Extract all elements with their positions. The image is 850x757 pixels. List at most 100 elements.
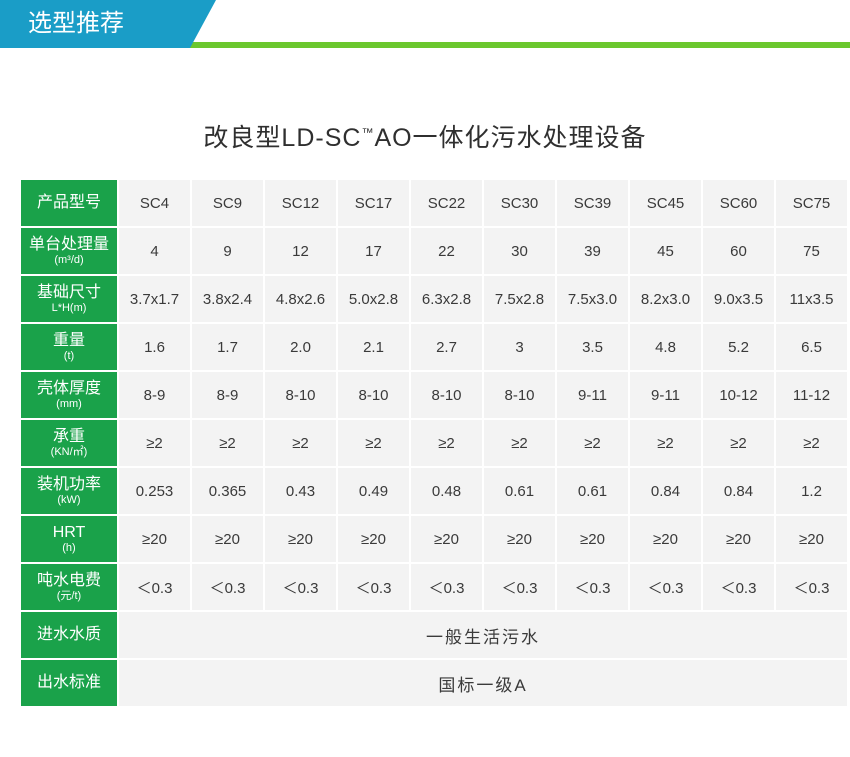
section-banner: 选型推荐 (0, 0, 850, 52)
table-cell: SC9 (192, 180, 263, 226)
table-cell: 0.61 (484, 468, 555, 514)
table-cell: ≥20 (192, 516, 263, 562)
row-header-main: 装机功率 (37, 476, 101, 493)
table-cell: ＜0.3 (265, 564, 336, 610)
table-row: 单台处理量(m³/d)491217223039456075 (21, 228, 847, 274)
table-cell: 6.5 (776, 324, 847, 370)
table-row: 壳体厚度(mm)8-98-98-108-108-108-109-119-1110… (21, 372, 847, 418)
table-cell: 9.0x3.5 (703, 276, 774, 322)
row-header-main: 重量 (53, 332, 85, 349)
table-cell: 0.61 (557, 468, 628, 514)
table-cell: 9-11 (557, 372, 628, 418)
table-cell: ＜0.3 (703, 564, 774, 610)
table-cell: 5.2 (703, 324, 774, 370)
table-cell: SC45 (630, 180, 701, 226)
table-cell: 2.7 (411, 324, 482, 370)
row-header-sub: (t) (21, 350, 117, 362)
table-cell: 4.8x2.6 (265, 276, 336, 322)
row-header-main: 单台处理量 (29, 236, 109, 253)
title-tm: ™ (361, 126, 374, 140)
table-cell: 30 (484, 228, 555, 274)
table-cell: ≥2 (119, 420, 190, 466)
table-cell: 0.84 (703, 468, 774, 514)
row-header: 吨水电费(元/t) (21, 564, 117, 610)
table-row: 重量(t)1.61.72.02.12.733.54.85.26.5 (21, 324, 847, 370)
table-cell: 5.0x2.8 (338, 276, 409, 322)
row-header-main: 进水水质 (37, 626, 101, 643)
row-header: 出水标准 (21, 660, 117, 706)
table-cell: 1.2 (776, 468, 847, 514)
banner-label: 选型推荐 (28, 10, 124, 37)
table-cell-merged: 一般生活污水 (119, 612, 847, 658)
row-header: 装机功率(kW) (21, 468, 117, 514)
spec-sheet: 改良型LD-SC™AO一体化污水处理设备 产品型号SC4SC9SC12SC17S… (19, 100, 831, 708)
table-cell: 8-10 (265, 372, 336, 418)
table-cell: 75 (776, 228, 847, 274)
table-cell: ＜0.3 (192, 564, 263, 610)
row-header: 单台处理量(m³/d) (21, 228, 117, 274)
table-cell: 1.6 (119, 324, 190, 370)
table-cell: 0.49 (338, 468, 409, 514)
row-header-main: HRT (53, 524, 86, 541)
table-cell: 12 (265, 228, 336, 274)
table-cell: ≥20 (265, 516, 336, 562)
table-cell: 8-9 (119, 372, 190, 418)
table-row: 基础尺寸L*H(m)3.7x1.73.8x2.44.8x2.65.0x2.86.… (21, 276, 847, 322)
table-cell: 10-12 (703, 372, 774, 418)
table-cell: ＜0.3 (776, 564, 847, 610)
table-cell: 4 (119, 228, 190, 274)
table-cell: 8-10 (411, 372, 482, 418)
row-header-sub: (m³/d) (21, 254, 117, 266)
table-cell: SC30 (484, 180, 555, 226)
table-cell: ≥20 (557, 516, 628, 562)
table-cell: 8.2x3.0 (630, 276, 701, 322)
table-cell: 17 (338, 228, 409, 274)
table-cell: ≥2 (557, 420, 628, 466)
table-cell: 22 (411, 228, 482, 274)
table-cell: ≥2 (192, 420, 263, 466)
row-header: 承重(KN/㎡) (21, 420, 117, 466)
table-cell: 8-9 (192, 372, 263, 418)
table-cell: 3 (484, 324, 555, 370)
table-cell: ≥2 (265, 420, 336, 466)
table-row: HRT(h)≥20≥20≥20≥20≥20≥20≥20≥20≥20≥20 (21, 516, 847, 562)
table-cell: 0.43 (265, 468, 336, 514)
table-cell: ≥20 (484, 516, 555, 562)
table-cell: 11-12 (776, 372, 847, 418)
table-cell: SC22 (411, 180, 482, 226)
row-header-main: 吨水电费 (37, 572, 101, 589)
row-header-main: 承重 (53, 428, 85, 445)
row-header-sub: (kW) (21, 494, 117, 506)
table-cell: 8-10 (484, 372, 555, 418)
table-cell: 2.0 (265, 324, 336, 370)
table-cell: 7.5x2.8 (484, 276, 555, 322)
table-cell: SC4 (119, 180, 190, 226)
row-header-sub: (h) (21, 542, 117, 554)
table-cell-merged: 国标一级A (119, 660, 847, 706)
table-cell: 3.7x1.7 (119, 276, 190, 322)
table-cell: 60 (703, 228, 774, 274)
row-header: 重量(t) (21, 324, 117, 370)
row-header: 进水水质 (21, 612, 117, 658)
table-cell: 39 (557, 228, 628, 274)
table-row: 进水水质 一般生活污水 (21, 612, 847, 658)
table-cell: ≥20 (411, 516, 482, 562)
row-header: 基础尺寸L*H(m) (21, 276, 117, 322)
table-cell: 0.365 (192, 468, 263, 514)
table-cell: ＜0.3 (557, 564, 628, 610)
sheet-title: 改良型LD-SC™AO一体化污水处理设备 (19, 100, 831, 178)
table-cell: 0.84 (630, 468, 701, 514)
table-cell: ≥2 (776, 420, 847, 466)
row-header-main: 出水标准 (37, 674, 101, 691)
table-row: 产品型号SC4SC9SC12SC17SC22SC30SC39SC45SC60SC… (21, 180, 847, 226)
table-cell: 7.5x3.0 (557, 276, 628, 322)
banner-tab: 选型推荐 (0, 0, 190, 48)
table-cell: 0.48 (411, 468, 482, 514)
table-cell: 3.5 (557, 324, 628, 370)
table-cell: SC12 (265, 180, 336, 226)
row-header-sub: (元/t) (21, 590, 117, 602)
row-header-sub: L*H(m) (21, 302, 117, 314)
table-cell: SC75 (776, 180, 847, 226)
table-cell: 6.3x2.8 (411, 276, 482, 322)
table-cell: ≥2 (484, 420, 555, 466)
